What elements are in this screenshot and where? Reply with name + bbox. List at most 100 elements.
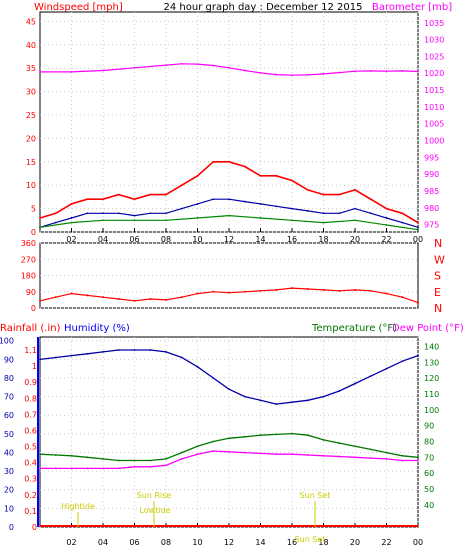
data-point (54, 356, 57, 359)
plot-grid (37, 336, 419, 528)
x-tick-label: 06 (129, 538, 139, 547)
right-tick-label: 1015 (424, 86, 444, 95)
data-point (243, 290, 246, 293)
x-tick-label: 20 (350, 235, 360, 244)
temperature-tick-label: 110 (424, 390, 439, 399)
data-point (259, 174, 262, 177)
data-point (243, 451, 246, 454)
left-tick-label: 0 (31, 304, 36, 313)
x-tick-label: 12 (224, 538, 234, 547)
data-point (417, 228, 419, 231)
humidity-tick-label: 0 (9, 523, 14, 532)
plot-series (39, 349, 419, 527)
right-tick-label: 1035 (424, 19, 444, 28)
temperature-tick-label: 80 (424, 438, 434, 447)
left-tick-label: 20 (26, 134, 36, 143)
data-point (149, 349, 152, 351)
data-point (322, 72, 325, 75)
data-point (228, 291, 230, 294)
data-point (70, 292, 73, 295)
data-point (291, 179, 293, 182)
rain-tick-label: 1 (32, 362, 37, 371)
data-point (369, 212, 372, 215)
data-point (196, 453, 199, 456)
x-tick-label: 22 (381, 538, 391, 547)
compass-label: W (434, 253, 445, 266)
data-point (306, 288, 309, 291)
data-point (275, 453, 278, 456)
data-point (86, 294, 89, 297)
annotation-label: Sun Set (295, 535, 326, 544)
plot-series (39, 62, 419, 231)
data-point (369, 69, 372, 72)
annotation-label: Sun Rise (137, 491, 172, 500)
left-tick-label: 45 (26, 17, 36, 26)
right-tick-label: 1005 (424, 120, 444, 129)
data-point (39, 453, 41, 456)
data-point (180, 296, 183, 299)
plot-grid (39, 11, 419, 233)
data-point (165, 219, 167, 222)
rain-tick-label: 0.3 (24, 475, 37, 484)
rain-tick-label: 0.2 (24, 491, 37, 500)
data-point (338, 212, 341, 215)
data-point (291, 207, 293, 210)
temperature-tick-labels: 40 50 60 70 80 90 100 110 120 130 140 (424, 343, 439, 510)
left-tick-label: 270 (21, 255, 36, 264)
data-point (417, 301, 419, 304)
data-point (180, 62, 183, 65)
data-point (117, 459, 120, 462)
humidity-tick-label: 50 (4, 430, 14, 439)
data-point (196, 63, 199, 66)
data-point (243, 200, 246, 203)
data-point (259, 203, 262, 205)
x-tick-label: 14 (255, 538, 265, 547)
data-point (306, 74, 309, 76)
data-point (86, 456, 89, 459)
right-tick-labels: 975 980 985 990 995 1000 1005 1010 1015 1020 1025 1… (424, 19, 444, 230)
x-tick-labels: 02 04 06 08 10 12 14 16 18 20 22 00 (66, 538, 423, 547)
data-point (275, 433, 278, 436)
humidity-temperature-panel: Rainfall (.in) Humidity (%) Temperature … (0, 323, 464, 547)
temperature-tick-label: 50 (424, 485, 434, 494)
data-point (133, 219, 136, 222)
x-tick-label: 04 (98, 538, 108, 547)
x-tick-label: 16 (287, 538, 297, 547)
data-point (165, 64, 167, 67)
data-point (291, 432, 293, 435)
data-point (86, 352, 89, 355)
data-point (338, 442, 341, 444)
x-tick-label: 08 (161, 538, 171, 547)
data-point (39, 299, 41, 302)
data-point (212, 290, 215, 293)
data-point (401, 360, 404, 363)
left-tick-label: 180 (21, 272, 36, 281)
data-point (149, 465, 152, 468)
data-point (212, 64, 215, 67)
data-point (165, 298, 167, 301)
data-point (369, 198, 372, 201)
data-point (354, 382, 356, 385)
rain-tick-label: 0.5 (24, 443, 37, 452)
x-tick-label: 10 (192, 538, 202, 547)
data-point (354, 288, 356, 291)
rain-tick-label: 0.8 (24, 394, 37, 403)
left-tick-label: 30 (26, 88, 36, 97)
data-point (70, 203, 73, 205)
x-tick-labels: 02 04 06 08 10 12 14 16 18 20 22 00 (66, 235, 423, 244)
data-point (133, 299, 136, 302)
data-point (102, 212, 104, 215)
data-point (102, 198, 104, 201)
data-point (385, 207, 388, 210)
humidity-tick-label: 20 (4, 486, 14, 495)
data-point (385, 451, 388, 454)
left-axis-label: Windspeed [mph] (34, 2, 123, 13)
data-point (385, 367, 388, 370)
data-point (322, 454, 325, 457)
data-point (306, 210, 309, 212)
data-point (401, 296, 404, 299)
rainfall-label: Rainfall (.in) (0, 323, 61, 334)
humidity-tick-label: 80 (4, 374, 14, 383)
x-tick-label: 00 (413, 235, 423, 244)
